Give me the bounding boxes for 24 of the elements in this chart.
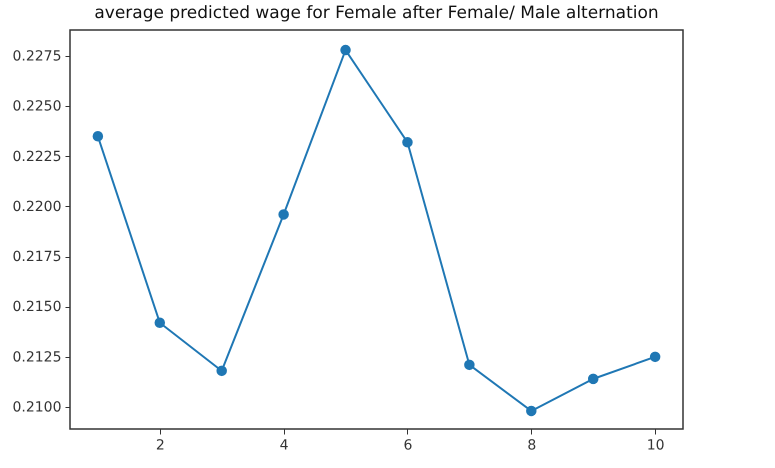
point (278, 209, 289, 220)
y-tick-label: 0.2250 (12, 98, 62, 115)
y-tick-label: 0.2275 (12, 48, 62, 65)
y-tick-label: 0.2125 (12, 349, 62, 366)
x-tick-label: 6 (404, 438, 412, 454)
y-tick-label: 0.2100 (12, 399, 62, 416)
point (402, 137, 413, 148)
y-tick-label: 0.2150 (12, 299, 62, 316)
y-tick-label: 0.2175 (12, 249, 62, 266)
point (526, 406, 537, 416)
point (216, 366, 227, 376)
point (650, 352, 660, 362)
point (464, 360, 475, 370)
x-tick-label: 2 (156, 438, 165, 454)
point (92, 131, 104, 142)
y-tick-label: 0.2200 (12, 198, 62, 215)
point (588, 374, 598, 384)
y-tick-label: 0.2225 (12, 148, 62, 165)
chart-title: average predicted wage for Female after Female/ Male alternation (94, 3, 659, 23)
x-tick-label: 10 (646, 438, 665, 454)
point (154, 318, 166, 328)
point (340, 44, 351, 56)
x-tick-label: 4 (280, 438, 289, 454)
x-tick-label: 8 (527, 438, 536, 454)
